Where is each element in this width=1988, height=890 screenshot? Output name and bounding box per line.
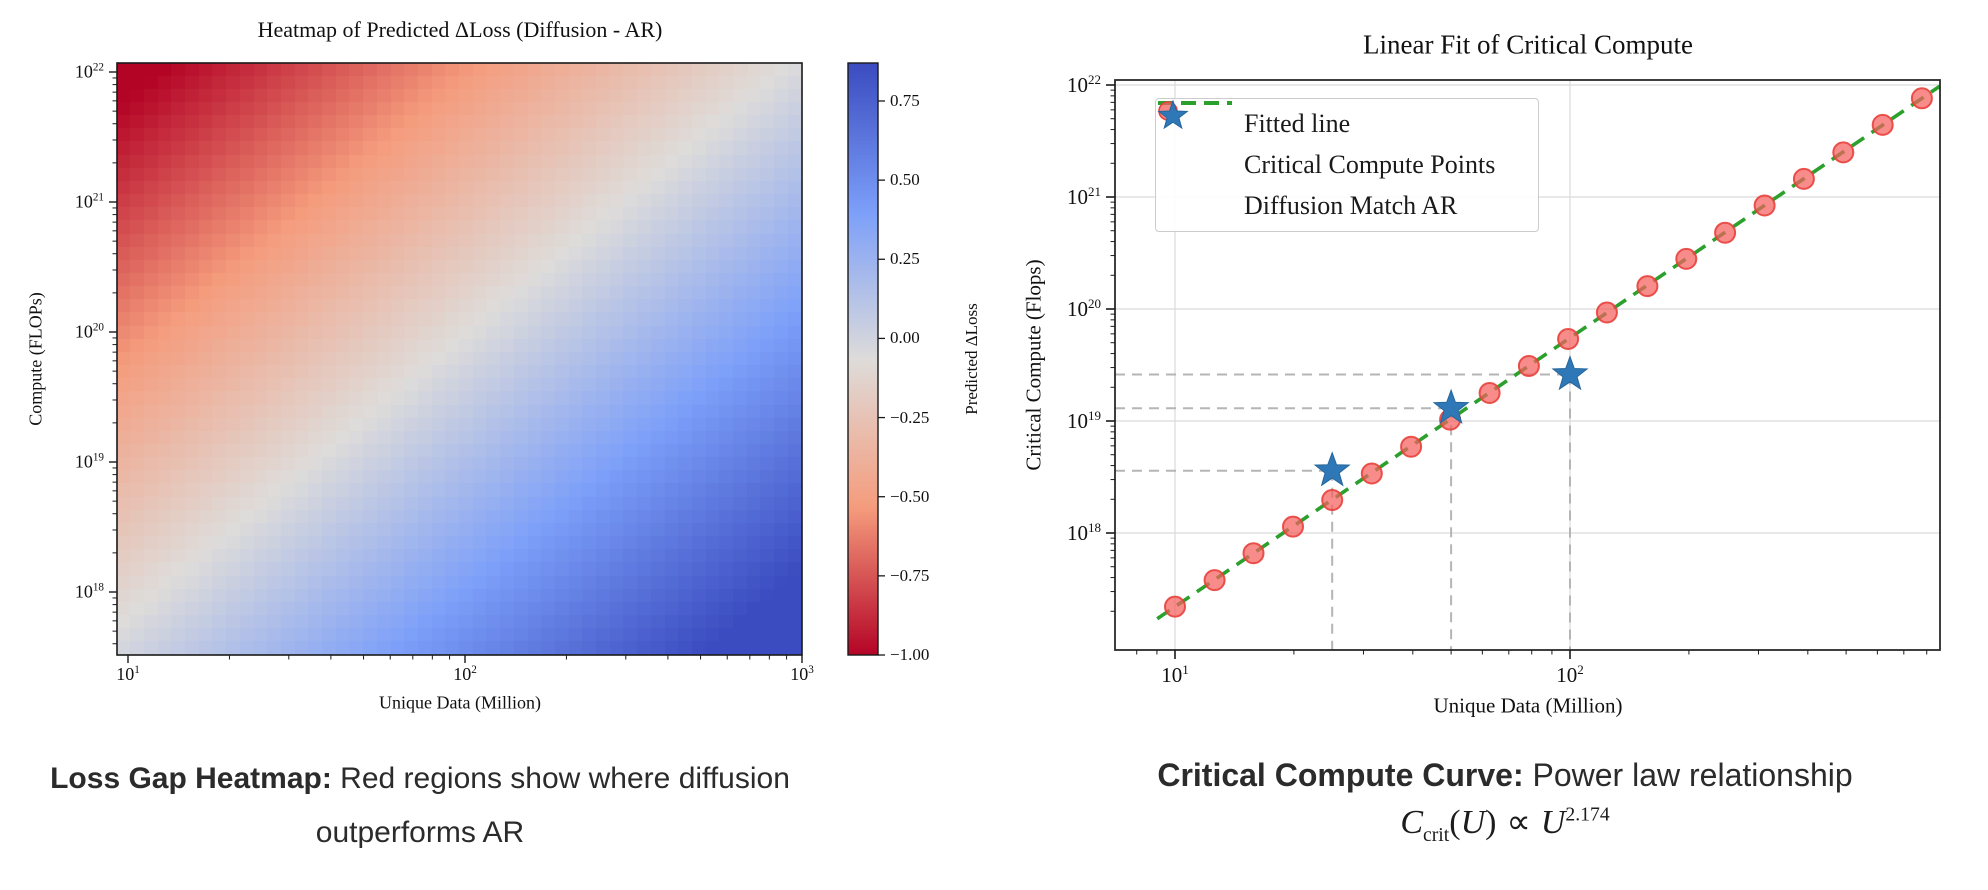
colorbar-frame [847,62,879,656]
heatmap-x-tick-label: 103 [790,664,814,684]
data-point [1675,247,1698,270]
scatter-y-tick-label: 1022 [1066,72,1101,97]
scatter-y-tick-label: 1020 [1066,296,1101,321]
legend: Fitted line Critical Compute Points Diff… [1155,98,1539,232]
scatter-x-tick-label: 101 [1161,662,1189,687]
data-point [1164,595,1186,618]
legend-label: Diffusion Match AR [1244,191,1458,221]
colorbar-tick-label: 0.25 [890,249,920,269]
data-point [1714,221,1737,244]
data-point [1792,167,1815,190]
formula-sub: crit [1423,824,1450,847]
heatmap-x-axis-label: Unique Data (Million) [379,692,541,713]
data-point [1360,462,1383,485]
data-point [1400,435,1423,458]
star-glyph [1157,99,1189,130]
formula-exponent: 2.174 [1565,804,1610,827]
colorbar-tick-label: 0.75 [890,90,920,110]
scatter-x-axis-label: Unique Data (Million) [1433,693,1623,718]
caption-left-bold: Loss Gap Heatmap: [50,762,332,795]
data-point [1910,87,1933,110]
match-star [1551,355,1589,391]
heatmap-y-tick-label: 1022 [74,61,104,82]
formula-relation: ∝ [1506,804,1531,842]
scatter-y-tick-label: 1019 [1066,408,1101,433]
data-point [1321,489,1344,511]
formula-base: U [1540,804,1566,842]
scatter-x-tick-label: 102 [1556,662,1584,687]
caption-right-text: Power law relationship [1523,757,1853,793]
legend-label: Fitted line [1244,108,1351,138]
data-point [1871,113,1894,136]
match-star [1313,451,1351,487]
heatmap-x-tick-label: 101 [116,664,140,684]
colorbar-tick-label: −0.75 [890,565,930,585]
formula-lhs: C [1400,804,1423,842]
data-point [1636,275,1659,298]
data-point [1557,328,1580,350]
scatter-y-tick-label: 1021 [1066,184,1101,209]
data-point [1832,141,1855,164]
power-law-formula: Ccrit(U) ∝ U2.174 [1060,798,1950,849]
data-point [1282,515,1304,538]
legend-item-fitted-line: Fitted line [1156,101,1538,144]
heatmap-frame [116,62,803,656]
data-point [1478,382,1501,404]
caption-right-bold: Critical Compute Curve: [1157,757,1524,793]
data-point [1242,542,1265,565]
data-point [1595,301,1618,324]
heatmap-y-tick-label: 1020 [74,321,104,342]
legend-item-critical-points: Critical Compute Points [1156,101,1538,185]
colorbar-tick-label: −1.00 [890,645,930,664]
colorbar-gradient [848,63,878,655]
colorbar-tick-label: −0.25 [890,407,930,427]
colorbar-tick-label: 0.50 [890,170,920,190]
formula-paren: ) [1485,804,1497,842]
scatter-frame [1114,79,1941,651]
legend-item-diffusion-match: Diffusion Match AR [1156,99,1538,226]
heatmap-canvas [117,63,802,655]
data-point [1753,194,1776,217]
heatmap-y-tick-label: 1018 [74,581,104,602]
colorbar-tick-label: 0.00 [890,328,920,348]
data-point [1517,355,1540,377]
scatter-y-tick-label: 1018 [1066,520,1101,545]
match-star [1432,388,1470,424]
caption-right: Critical Compute Curve: Power law relati… [1060,752,1950,850]
formula-arg: U [1460,804,1486,842]
heatmap-y-tick-label: 1021 [74,191,104,212]
legend-label: Critical Compute Points [1244,149,1496,179]
data-point [1203,569,1226,592]
caption-left: Loss Gap Heatmap: Red regions show where… [30,752,810,860]
heatmap-y-tick-label: 1019 [74,451,104,472]
caption-left-text: Red regions show where diffusion outperf… [315,762,790,849]
heatmap-x-tick-label: 102 [453,664,477,684]
colorbar-tick-label: −0.50 [890,486,930,506]
formula-paren: ( [1449,804,1461,842]
scatter-title: Linear Fit of Critical Compute [1363,29,1693,60]
heatmap-title: Heatmap of Predicted ΔLoss (Diffusion - … [257,17,663,42]
